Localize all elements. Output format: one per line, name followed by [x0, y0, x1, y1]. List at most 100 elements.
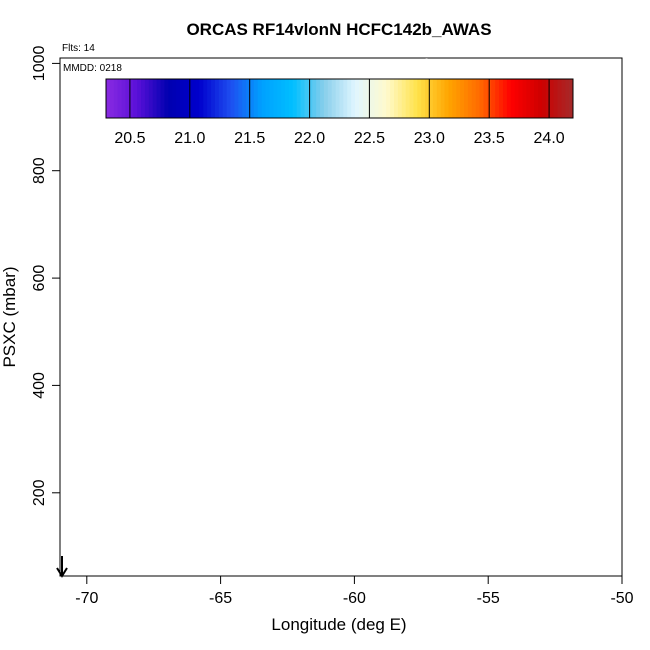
colorbar-segment: [148, 79, 154, 118]
colorbar-segment: [160, 79, 165, 118]
colorbar-segment: [541, 79, 547, 118]
colorbar-segment: [401, 79, 407, 118]
sample-point: [591, 181, 600, 190]
x-axis-label: Longitude (deg E): [271, 615, 406, 634]
colorbar-segment: [238, 79, 243, 118]
colorbar-segment: [137, 79, 142, 118]
sample-point: [585, 263, 595, 272]
colorbar-segment: [300, 79, 305, 118]
colorbar-segment: [549, 79, 555, 118]
colorbar-segment: [491, 79, 496, 118]
colorbar-segment: [386, 79, 391, 118]
flights-note: Flts: 14: [62, 43, 95, 54]
colorbar-segment: [518, 79, 523, 118]
x-tick-label: -60: [343, 590, 366, 607]
colorbar-segment: [172, 79, 177, 118]
colorbar-segment: [168, 79, 173, 118]
colorbar-segment: [537, 79, 543, 118]
colorbar-segment: [327, 79, 333, 118]
colorbar-segment: [557, 79, 562, 118]
colorbar-segment: [343, 79, 348, 118]
colorbar-segment: [176, 79, 181, 118]
colorbar-segment: [522, 79, 527, 118]
colorbar-segment: [203, 79, 208, 118]
down-arrow-icon: [56, 556, 68, 578]
colorbar-segment: [288, 79, 294, 118]
colorbar-segment: [397, 79, 403, 118]
colorbar-segment: [316, 79, 321, 118]
colorbar-segment: [456, 79, 461, 118]
y-tick-label: 1000: [31, 46, 48, 82]
colorbar-segment: [483, 79, 488, 118]
colorbar-segment: [191, 79, 197, 118]
sample-point: [259, 499, 268, 508]
sample-point: [422, 58, 431, 67]
colorbar-segment: [234, 79, 239, 118]
y-axis: 200 400 600 800 1000: [31, 46, 61, 506]
chart-title: ORCAS RF14vlonN HCFC142b_AWAS: [186, 20, 491, 39]
colorbar-segment: [495, 79, 500, 118]
colorbar-segment: [106, 79, 111, 118]
colorbar-segment: [530, 79, 535, 118]
colorbar-segment: [183, 79, 189, 118]
colorbar-segment: [242, 79, 247, 118]
colorbar-segment: [382, 79, 387, 118]
colorbar-segment: [409, 79, 414, 118]
colorbar-segment: [448, 79, 453, 118]
colorbar-segment: [179, 79, 185, 118]
x-tick-label: -50: [610, 590, 633, 607]
colorbar-segment: [355, 79, 360, 118]
colorbar-segment: [417, 79, 422, 118]
colorbar-segment: [141, 79, 146, 118]
colorbar-segment: [502, 79, 508, 118]
colorbar-segment: [164, 79, 169, 118]
colorbar-segment: [261, 79, 267, 118]
sample-point: [227, 499, 236, 508]
colorbar-segment: [277, 79, 282, 118]
colorbar-segment: [292, 79, 298, 118]
colorbar-segment: [152, 79, 158, 118]
colorbar-segment: [432, 79, 438, 118]
colorbar-segment: [222, 79, 228, 118]
colorbar-segment: [362, 79, 368, 118]
colorbar-tick-label: 23.5: [474, 130, 505, 147]
colorbar-segment: [440, 79, 446, 118]
colorbar-segment: [207, 79, 212, 118]
colorbar-segment: [249, 79, 255, 118]
colorbar-segment: [351, 79, 356, 118]
colorbar-segment: [246, 79, 251, 118]
colorbar-segment: [304, 79, 309, 118]
colorbar-segment: [506, 79, 512, 118]
sample-point: [195, 499, 204, 508]
colorbar-frame: [105, 78, 574, 119]
colorbar-segment: [129, 79, 134, 118]
colorbar-tick-label: 22.5: [354, 130, 385, 147]
colorbar-segment: [285, 79, 290, 118]
colorbar-segment: [331, 79, 337, 118]
colorbar-tick-label: 21.0: [174, 130, 205, 147]
colorbar-segment: [452, 79, 457, 118]
colorbar-segment: [471, 79, 477, 118]
sample-point: [593, 82, 603, 91]
colorbar-segment: [569, 79, 574, 118]
colorbar-segment: [460, 79, 465, 118]
colorbar-segment: [436, 79, 442, 118]
sample-point: [556, 346, 565, 355]
colorbar-segment: [156, 79, 161, 118]
colorbar-ticks: 20.5 21.0 21.5 22.0 22.5 23.0 23.5 24.0: [114, 79, 565, 147]
y-tick-label: 200: [31, 479, 48, 506]
sample-point: [575, 219, 584, 228]
colorbar-segment: [265, 79, 270, 118]
y-tick-label: 600: [31, 265, 48, 292]
colorbar-segment: [553, 79, 558, 118]
sample-point: [379, 347, 388, 356]
colorbar-segment: [109, 79, 115, 118]
x-axis: -70 -65 -60 -55 -50: [75, 575, 634, 607]
colorbar-segment: [273, 79, 278, 118]
colorbar-segment: [358, 79, 364, 118]
colorbar-segment: [113, 79, 119, 118]
sample-point: [446, 130, 455, 139]
colorbar-segment: [444, 79, 449, 118]
colorbar-segment: [467, 79, 473, 118]
